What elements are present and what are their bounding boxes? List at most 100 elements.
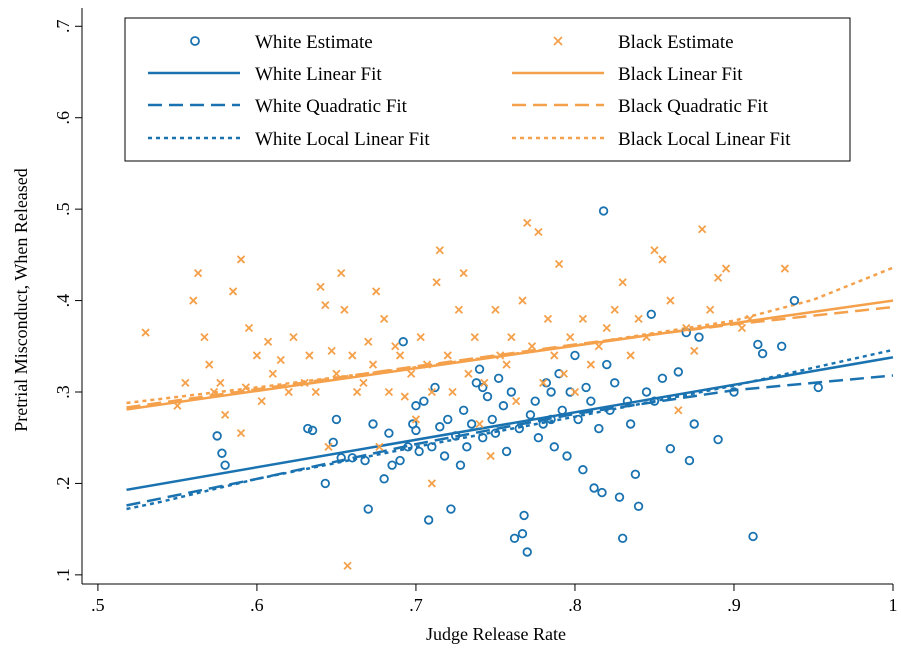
white-estimate-point (633, 501, 644, 511)
black-estimate-point (364, 337, 373, 346)
white-estimate-point (439, 451, 450, 461)
black-estimate-point (713, 273, 723, 282)
white-estimate-point (443, 414, 453, 425)
black-estimate-point (257, 397, 266, 406)
black-estimate-point (721, 264, 731, 273)
white-estimate-point (602, 359, 612, 370)
black-estimate-point (448, 387, 457, 397)
white-estimate-point (303, 423, 313, 434)
x-tick-label: .7 (409, 595, 423, 615)
x-axis-title: Judge Release Rate (426, 624, 566, 644)
white-estimate-point (757, 348, 768, 359)
white-estimate-point (411, 425, 421, 436)
black-estimate-point (352, 387, 362, 397)
white-estimate-point (427, 442, 437, 452)
black-estimate-point (666, 296, 675, 305)
legend-black-local: Black Local Linear Fit (618, 129, 791, 150)
black-estimate-point (327, 346, 336, 355)
black-estimate-point (391, 342, 400, 351)
white-estimate-point (320, 478, 330, 489)
white-estimate-point (586, 396, 596, 406)
legend-white-local: White Local Linear Fit (255, 129, 430, 150)
black-estimate-point (737, 323, 747, 333)
black-quadratic-fit-line (126, 305, 894, 409)
black-estimate-point (359, 378, 368, 387)
white-estimate-point (490, 428, 501, 438)
black-estimate-point (507, 333, 516, 342)
black-estimate-point (586, 360, 595, 369)
black-estimate-point (578, 314, 588, 323)
black-estimate-point (276, 355, 285, 365)
legend-white-quadratic: White Quadratic Fit (255, 96, 408, 117)
white-estimate-point (212, 431, 222, 441)
white-estimate-point (570, 350, 580, 361)
black-estimate-point (543, 314, 553, 323)
white-estimate-point (331, 414, 342, 425)
white-estimate-point (646, 309, 656, 319)
white-estimate-point (462, 442, 472, 452)
white-estimate-point (384, 428, 394, 438)
black-estimate-point (745, 314, 755, 323)
white-estimate-point (458, 405, 469, 415)
black-estimate-point (241, 383, 250, 392)
white-estimate-point (487, 414, 497, 425)
white-estimate-point (573, 414, 583, 425)
black-estimate-point (348, 351, 357, 360)
black-estimate-point (534, 227, 543, 237)
black-estimate-point (650, 246, 659, 255)
black-estimate-point (343, 561, 352, 570)
black-estimate-point (674, 406, 683, 415)
white-estimate-point (557, 405, 567, 415)
white-estimate-point (220, 460, 230, 470)
white-estimate-point (610, 378, 620, 388)
black-estimate-point (200, 333, 209, 342)
fit-lines (126, 266, 894, 511)
black-estimate-point (332, 369, 341, 378)
y-tick-label: .1 (53, 568, 73, 582)
white-estimate-point (614, 492, 625, 502)
white-estimate-point (509, 533, 520, 543)
white-estimate-point (403, 442, 413, 452)
black-estimate-point (216, 378, 225, 387)
x-tick-label: .8 (568, 595, 582, 615)
black-estimate-point (300, 378, 309, 387)
white-estimate-point (673, 367, 684, 377)
black-estimate-point (236, 429, 246, 438)
black-estimate-point (690, 346, 699, 355)
black-estimate-point (422, 360, 432, 369)
white-estimate-point (594, 423, 604, 434)
y-tick-label: .3 (53, 385, 73, 399)
black-estimate-point (566, 333, 575, 342)
black-local-linear-fit-line (126, 266, 894, 405)
white-estimate-point (387, 460, 397, 470)
black-estimate-point (634, 314, 643, 323)
white-estimate-point (455, 460, 466, 470)
black-estimate-point (372, 287, 381, 296)
black-estimate-point (594, 342, 603, 351)
black-estimate-point (502, 360, 511, 369)
white-estimate-point (605, 405, 615, 415)
white-estimate-point (525, 410, 536, 420)
black-estimate-point (384, 387, 394, 397)
black-estimate-point (305, 351, 314, 360)
black-estimate-point (263, 337, 273, 346)
black-estimate-point (470, 333, 479, 342)
black-estimate-point (311, 387, 320, 397)
black-estimate-point (220, 410, 230, 419)
white-estimate-point (776, 341, 787, 351)
white-estimate-point (517, 529, 528, 539)
legend-black-estimate-marker (553, 36, 563, 46)
black-estimate-point (550, 351, 559, 360)
black-estimate-point (523, 218, 532, 227)
white-estimate-point (617, 533, 628, 543)
white-estimate-point (217, 448, 227, 458)
black-estimate-point (780, 264, 790, 273)
white-estimate-point (423, 515, 434, 525)
legend-black-quadratic: Black Quadratic Fit (618, 96, 769, 117)
black-estimate-point (236, 255, 246, 264)
white-estimate-point (684, 455, 695, 466)
x-tick-label: .6 (250, 595, 264, 615)
y-tick-label: .2 (53, 477, 73, 491)
white-estimate-point (498, 401, 509, 411)
